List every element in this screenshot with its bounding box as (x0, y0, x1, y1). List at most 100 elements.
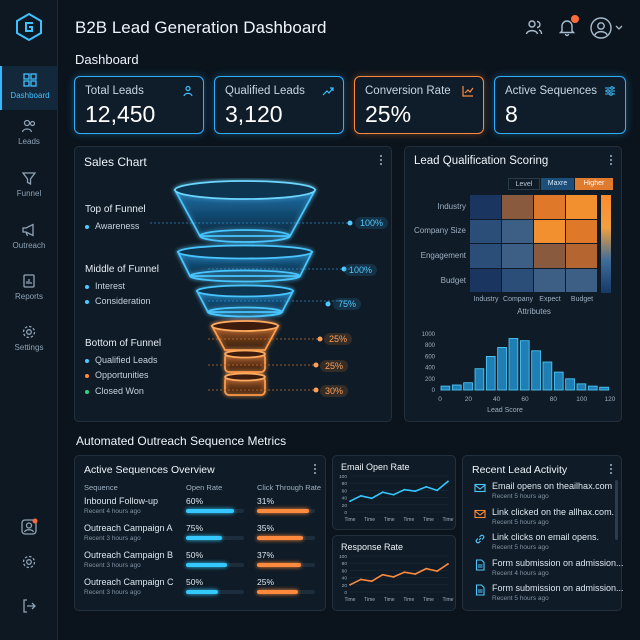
mail-open-icon (474, 509, 486, 518)
sequence-name[interactable]: Outreach Campaign A (84, 523, 173, 533)
trend-up-icon (322, 87, 334, 96)
heatmap-cell (502, 219, 533, 243)
recent-activity-panel: Recent Lead Activity (462, 455, 622, 611)
activity-item[interactable]: Link clicked on the allhax.com. Recent 5 … (472, 507, 620, 531)
y-tick-label: 0 (344, 590, 347, 596)
panel-title: Sales Chart (84, 155, 147, 169)
open-rate-bar (186, 563, 244, 567)
ctr-bar (257, 536, 315, 540)
data-point (436, 489, 439, 492)
y-tick-label: 60 (342, 488, 348, 494)
histogram-bar (542, 361, 553, 391)
sidebar-item-label: Reports (14, 292, 43, 301)
kpi-conversion-rate[interactable]: Conversion Rate 25% (354, 76, 484, 134)
more-options-icon[interactable] (609, 154, 613, 166)
heatmap-cell (566, 244, 597, 268)
reports-icon (23, 274, 35, 288)
series-line (349, 480, 449, 502)
kpi-active-sequences[interactable]: Active Sequences 8 (494, 76, 626, 134)
x-tick-label: Time (384, 597, 395, 603)
funnel-stage-heading: Bottom of Funnel (85, 338, 162, 349)
funnel-item: Consideration (85, 296, 151, 306)
y-tick-label: 800 (425, 343, 436, 349)
profile-button[interactable] (0, 518, 58, 544)
y-tick-label: 80 (342, 561, 348, 567)
heatmap-row-label: Industry (437, 202, 466, 211)
heatmap-cell (566, 268, 597, 292)
email-icon (474, 483, 486, 493)
panel-title: Recent Lead Activity (472, 464, 568, 476)
sequence-name[interactable]: Outreach Campaign C (84, 577, 174, 587)
x-tick-label: Time (345, 597, 356, 603)
settings-button[interactable] (0, 554, 58, 580)
histogram-bar (497, 347, 507, 391)
y-tick-label: 40 (342, 576, 348, 582)
ctr-value: 37% (257, 550, 275, 560)
sequence-updated: Recent 3 hours ago (84, 589, 141, 596)
panel-title: Active Sequences Overview (84, 464, 215, 476)
activity-item[interactable]: Form submission on admission... Recent 4 … (472, 558, 624, 582)
lead-score-heatmap (470, 195, 598, 293)
histogram-bar (565, 378, 575, 391)
heatmap-cell (534, 268, 565, 292)
section-title: Automated Outreach Sequence Metrics (76, 434, 287, 448)
activity-item[interactable]: Form submission on admission... Recent 5 … (472, 583, 624, 607)
more-options-icon[interactable] (609, 463, 613, 475)
legend-higher[interactable]: Higher (575, 178, 613, 190)
sidebar-item-settings[interactable]: Settings (0, 324, 58, 368)
sequence-name[interactable]: Outreach Campaign B (84, 550, 174, 560)
activity-item[interactable]: Email opens on theailhax.com Recent 5 hou… (472, 481, 620, 505)
x-tick-label: Time (403, 597, 414, 603)
data-point (381, 491, 384, 494)
active-sequences-panel: Active Sequences Overview (74, 455, 326, 611)
sidebar-item-reports[interactable]: Reports (0, 273, 58, 317)
activity-text: Form submission on admission... (492, 583, 624, 593)
heatmap-cell (502, 268, 533, 292)
sidebar-item-leads[interactable]: Leads (0, 118, 58, 162)
activity-item[interactable]: Link clicks on email opens. Recent 5 hour… (472, 532, 620, 556)
heatmap-cell (566, 195, 597, 219)
data-point (370, 497, 373, 500)
kpi-total-leads[interactable]: Total Leads 12,450 (74, 76, 204, 134)
heatmap-cell (470, 195, 501, 219)
activity-scrollbar[interactable] (615, 480, 618, 540)
more-options-icon[interactable] (313, 463, 317, 475)
funnel-item-label: Awareness (95, 221, 140, 231)
funnel-item: Closed Won (85, 386, 144, 396)
data-point (381, 573, 384, 576)
sidebar-item-label: Leads (18, 137, 40, 146)
x-tick-label: Time (384, 517, 395, 523)
more-options-icon[interactable] (379, 154, 383, 166)
x-tick-label: 20 (465, 396, 473, 403)
logout-button[interactable] (0, 598, 58, 624)
sidebar-item-outreach[interactable]: Outreach (0, 222, 58, 266)
x-tick-label: Time (443, 597, 454, 603)
account-menu[interactable] (590, 17, 624, 39)
gear-icon (22, 555, 36, 569)
kpi-qualified-leads[interactable]: Qualified Leads 3,120 (214, 76, 344, 134)
sidebar-item-funnel[interactable]: Funnel (0, 170, 58, 214)
funnel-item-label: Opportunities (95, 370, 149, 380)
funnel-item-label: Interest (95, 281, 126, 291)
heatmap-row-label: Company Size (413, 226, 466, 235)
logout-icon (23, 599, 36, 613)
legend-maxre[interactable]: Maxre (541, 178, 574, 190)
y-tick-label: 400 (425, 366, 436, 372)
sidebar-item-dashboard[interactable]: Dashboard (0, 66, 58, 110)
kpi-value: 8 (505, 101, 518, 127)
notifications-button[interactable] (557, 15, 579, 37)
histogram-bar (451, 384, 462, 391)
data-point (403, 488, 406, 491)
heatmap-col-label: Company (503, 296, 533, 303)
legend-level[interactable]: Level (508, 178, 540, 190)
column-header: Sequence (84, 483, 118, 492)
sequence-name[interactable]: Inbound Follow-up (84, 496, 159, 506)
data-point (403, 571, 406, 574)
users-button[interactable] (524, 17, 544, 37)
activity-text: Link clicks on email opens. (492, 532, 600, 542)
open-rate-value: 50% (186, 550, 204, 560)
ctr-bar (257, 509, 315, 513)
kpi-value: 25% (365, 101, 412, 127)
histogram-bar (599, 386, 609, 391)
